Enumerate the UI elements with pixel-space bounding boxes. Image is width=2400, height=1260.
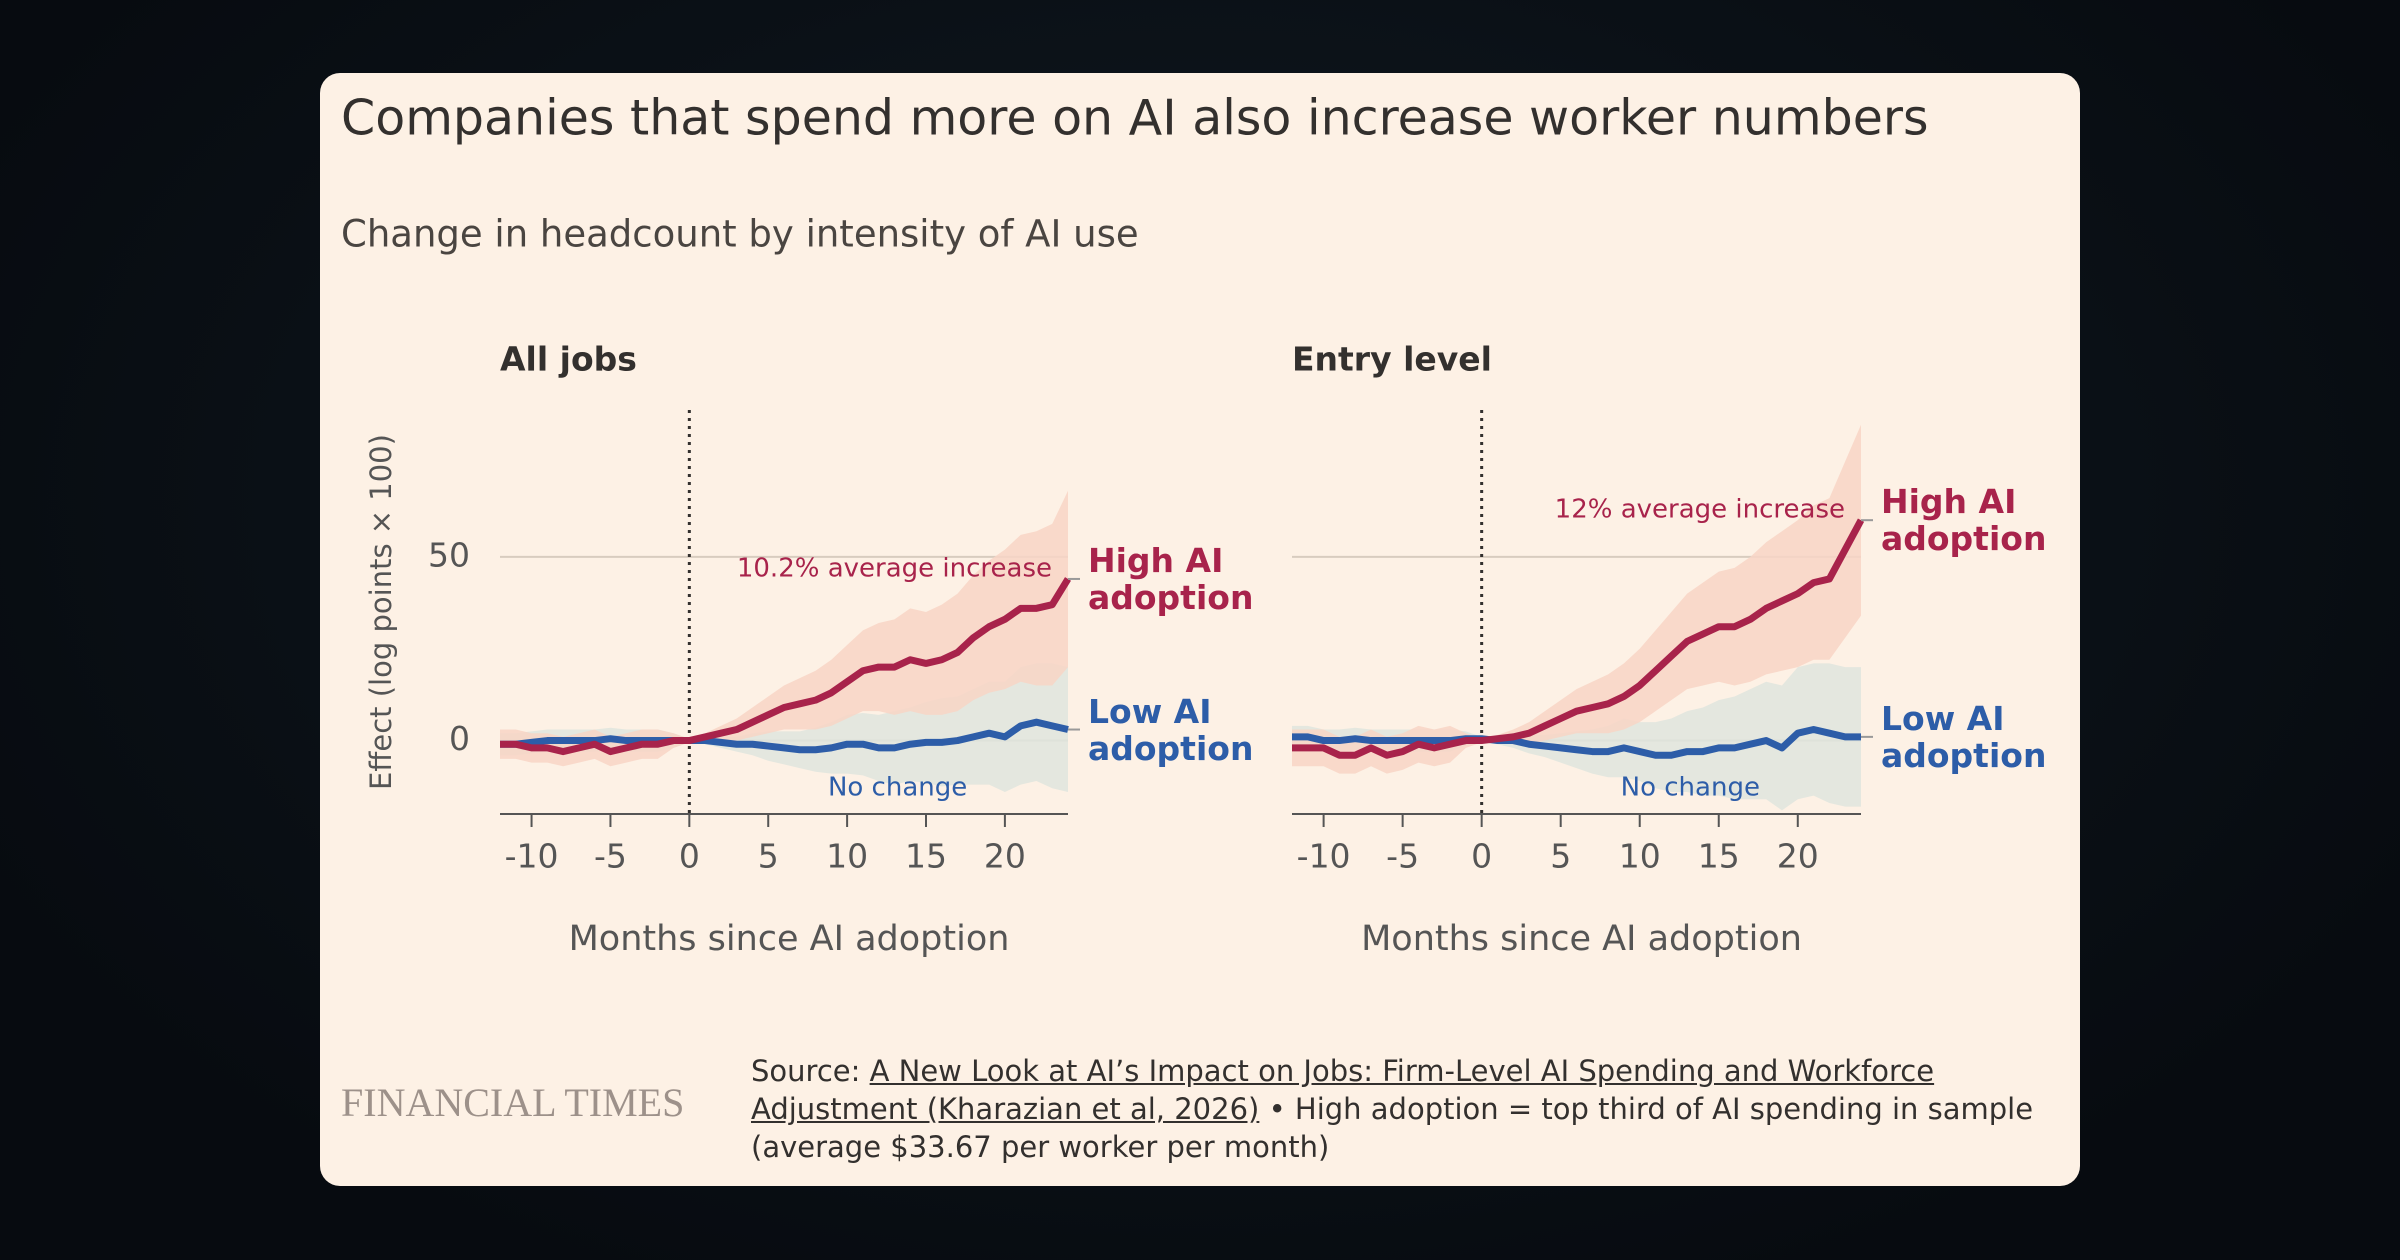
y-tick-label: 50 xyxy=(428,535,470,574)
card xyxy=(320,73,2080,1186)
confidence-band xyxy=(500,490,1068,767)
series-line xyxy=(1292,518,1865,759)
series-label-box: High AI adoption xyxy=(1088,540,1254,617)
brand: FINANCIAL TIMES xyxy=(341,1080,684,1125)
series-line xyxy=(1292,726,1861,759)
subtitle: Change in headcount by intensity of AI u… xyxy=(341,213,1139,256)
series-label: High AI adoption xyxy=(1881,482,2047,559)
series-label-box: High AI adoption xyxy=(1881,482,2047,559)
x-tick-label: 20 xyxy=(984,837,1026,876)
source-link[interactable]: A New Look at AI’s Impact on Jobs: Firm-… xyxy=(751,1054,1935,1126)
series-line xyxy=(500,718,1069,754)
annotation: No change xyxy=(828,773,967,803)
x-tick-label: -5 xyxy=(594,837,627,876)
series-label: High AI adoption xyxy=(1088,540,1254,617)
x-tick-label: 15 xyxy=(1698,837,1740,876)
series-label: Low AI adoption xyxy=(1881,698,2047,775)
source: Source: A New Look at AI’s Impact on Job… xyxy=(751,1052,2051,1166)
x-tick-label: -10 xyxy=(505,837,559,876)
annotation: 10.2% average increase xyxy=(737,553,1052,583)
annotation: No change xyxy=(1621,773,1760,803)
x-tick-label: 0 xyxy=(1471,837,1492,876)
x-tick-label: 5 xyxy=(1550,837,1571,876)
source-prefix: Source: xyxy=(751,1054,861,1088)
x-tick-label: 0 xyxy=(679,837,700,876)
series-label-box: Low AI adoption xyxy=(1881,698,2047,775)
x-axis-label: Months since AI adoption xyxy=(569,919,1010,959)
y-tick-label: 0 xyxy=(449,719,470,758)
x-tick-label: -5 xyxy=(1386,837,1419,876)
annotation: 12% average increase xyxy=(1555,495,1845,525)
x-tick-label: 15 xyxy=(905,837,947,876)
series-label-box: Low AI adoption xyxy=(1088,691,1254,768)
panel-title: All jobs xyxy=(500,340,637,379)
source-note: • High adoption = top third of AI spendi… xyxy=(751,1092,2034,1164)
series-line xyxy=(500,577,1071,756)
x-tick-label: 10 xyxy=(826,837,868,876)
x-tick-label: 20 xyxy=(1777,837,1819,876)
x-axis-label: Months since AI adoption xyxy=(1361,919,1802,959)
panel-title: Entry level xyxy=(1292,340,1492,379)
x-tick-label: 10 xyxy=(1619,837,1661,876)
x-tick-label: -10 xyxy=(1297,837,1351,876)
confidence-band xyxy=(1292,663,1861,811)
confidence-band xyxy=(500,663,1068,792)
series-label: Low AI adoption xyxy=(1088,691,1254,768)
x-tick-label: 5 xyxy=(758,837,779,876)
page-title: Companies that spend more on AI also inc… xyxy=(341,90,1929,147)
y-axis-label: Effect (log points × 100) xyxy=(364,434,398,790)
